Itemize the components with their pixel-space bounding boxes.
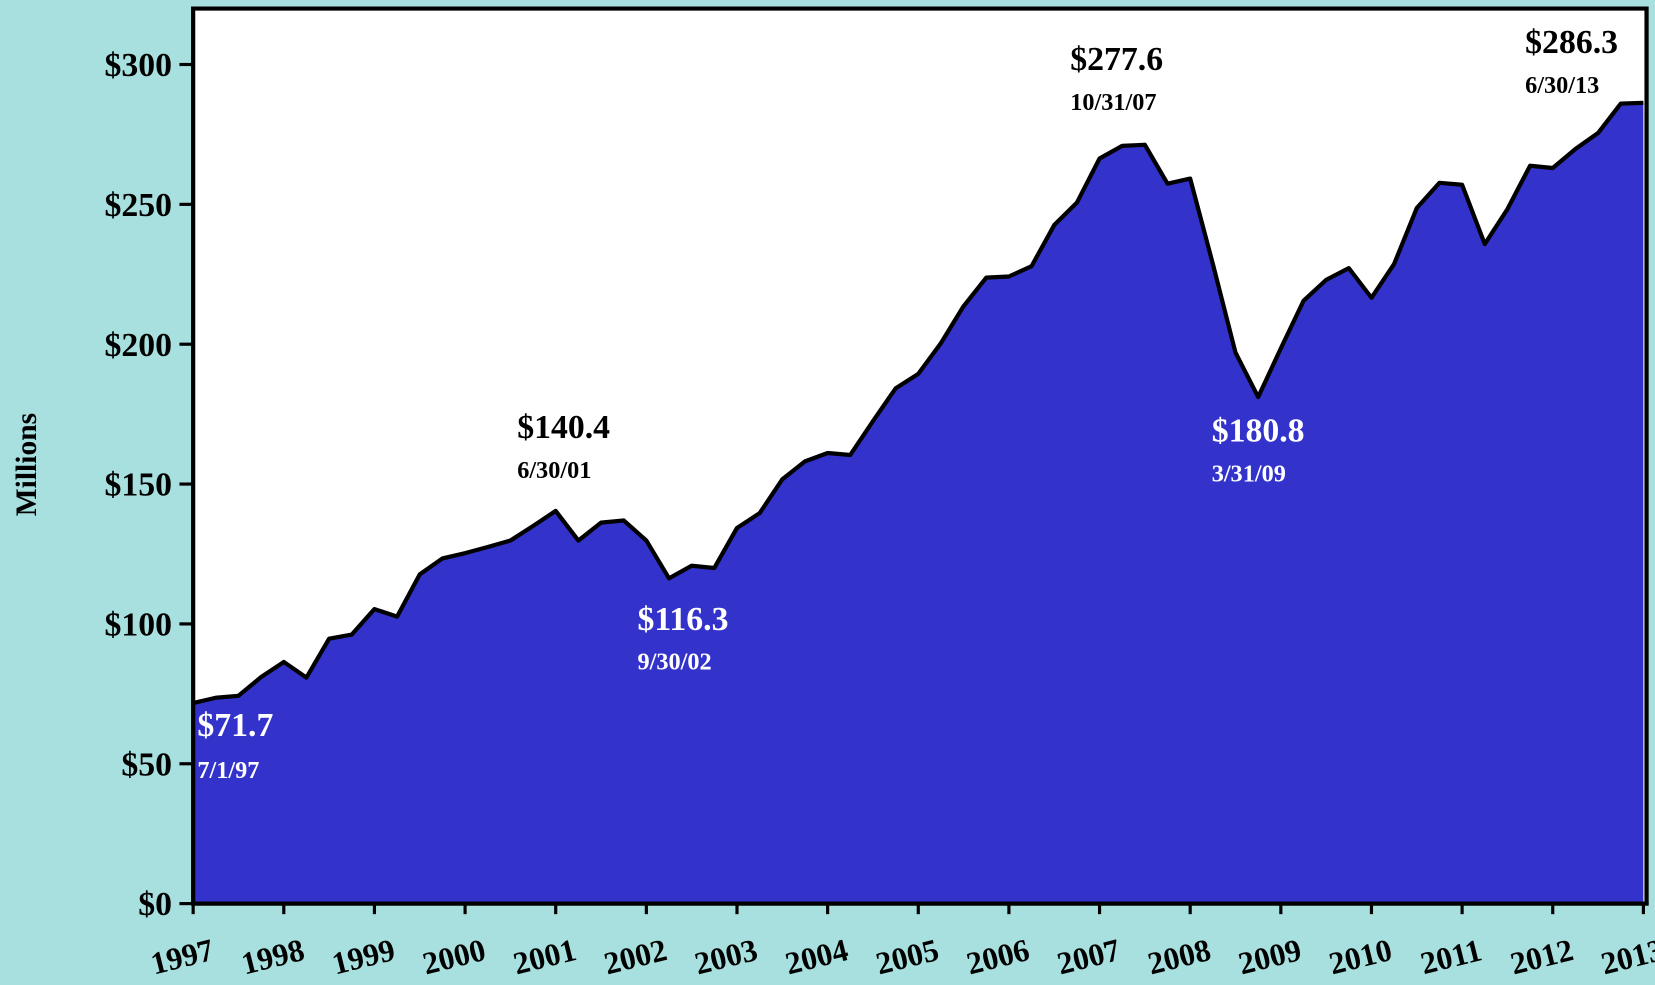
annotation-date: 6/30/01 — [517, 457, 591, 484]
annotation-value: $277.6 — [1070, 41, 1163, 78]
annotation-date: 7/1/97 — [197, 757, 259, 784]
annotation-value: $180.8 — [1212, 412, 1305, 449]
plot-frame — [191, 6, 1649, 904]
annotation-value: $71.7 — [197, 707, 273, 744]
line — [192, 100, 1644, 706]
annotation-date: 3/31/09 — [1212, 460, 1286, 487]
y-tick-label: $200 — [105, 327, 173, 364]
area — [193, 102, 1644, 904]
y-tick-label: $0 — [138, 886, 172, 923]
annotation-date: 10/31/07 — [1070, 89, 1156, 116]
y-tick-label: $100 — [105, 607, 173, 644]
y-tick-label: $300 — [105, 47, 173, 84]
annotation-value: $286.3 — [1525, 24, 1618, 61]
annotation-date: 9/30/02 — [638, 648, 712, 675]
y-tick-label: $50 — [121, 746, 172, 783]
annotation-value: $140.4 — [517, 409, 610, 446]
y-axis-label: Millions — [11, 413, 43, 516]
annotation-date: 6/30/13 — [1525, 72, 1599, 99]
y-tick-label: $150 — [105, 467, 173, 504]
y-tick-label: $250 — [105, 187, 173, 224]
annotation-value: $116.3 — [638, 601, 729, 638]
